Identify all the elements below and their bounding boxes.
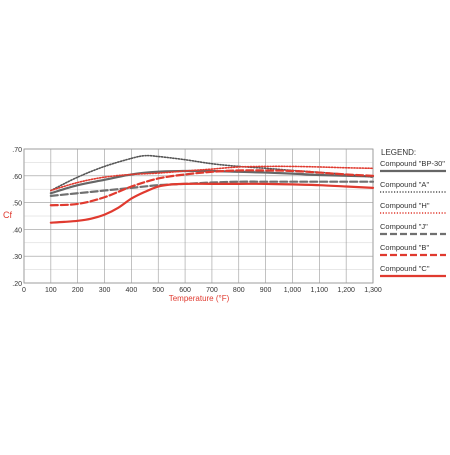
x-axis-label: Temperature (°F) [169,294,230,303]
y-tick-label: .20 [12,281,22,288]
x-tick-label: 0 [22,287,26,294]
series-line-5 [49,169,375,207]
series-line-4 [49,180,375,197]
y-tick-label: .50 [12,201,22,208]
series-lines [49,154,375,224]
y-tick-label: .60 [12,174,22,181]
y-tick-label: .40 [12,227,22,234]
legend-label-4: Compound "J" [380,222,428,231]
legend-label-6: Compound "C" [380,264,430,273]
x-tick-label: 200 [72,287,84,294]
x-tick-label: 400 [126,287,138,294]
tick-labels: .20 .30 .40 .50 .60 .70 0 100 200 300 400 500 600 700… [12,147,382,294]
y-axis-label: Cf [3,210,12,220]
x-tick-label: 600 [179,287,191,294]
x-tick-label: 900 [260,287,272,294]
x-tick-label: 800 [233,287,245,294]
series-line-6 [49,182,375,224]
x-tick-label: 100 [45,287,57,294]
legend-label-2: Compound "A" [380,180,429,189]
legend-label-5: Compound "B" [380,243,429,252]
series-line-3 [50,165,374,192]
y-tick-label: .30 [12,254,22,261]
grid [23,148,374,284]
legend-label-1: Compound "BP-30" [380,159,445,168]
legend-label-3: Compound "H" [380,201,430,210]
x-tick-label: 1,200 [337,287,355,294]
legend-title: LEGEND: [381,148,416,157]
x-tick-label: 1,300 [364,287,382,294]
x-tick-label: 300 [99,287,111,294]
x-tick-label: 1,100 [311,287,329,294]
x-tick-label: 500 [152,287,164,294]
y-tick-label: .70 [12,147,22,154]
x-tick-label: 1,000 [284,287,302,294]
x-tick-label: 700 [206,287,218,294]
legend: LEGEND: Compound "BP-30" Compound "A" Comp… [380,148,446,278]
